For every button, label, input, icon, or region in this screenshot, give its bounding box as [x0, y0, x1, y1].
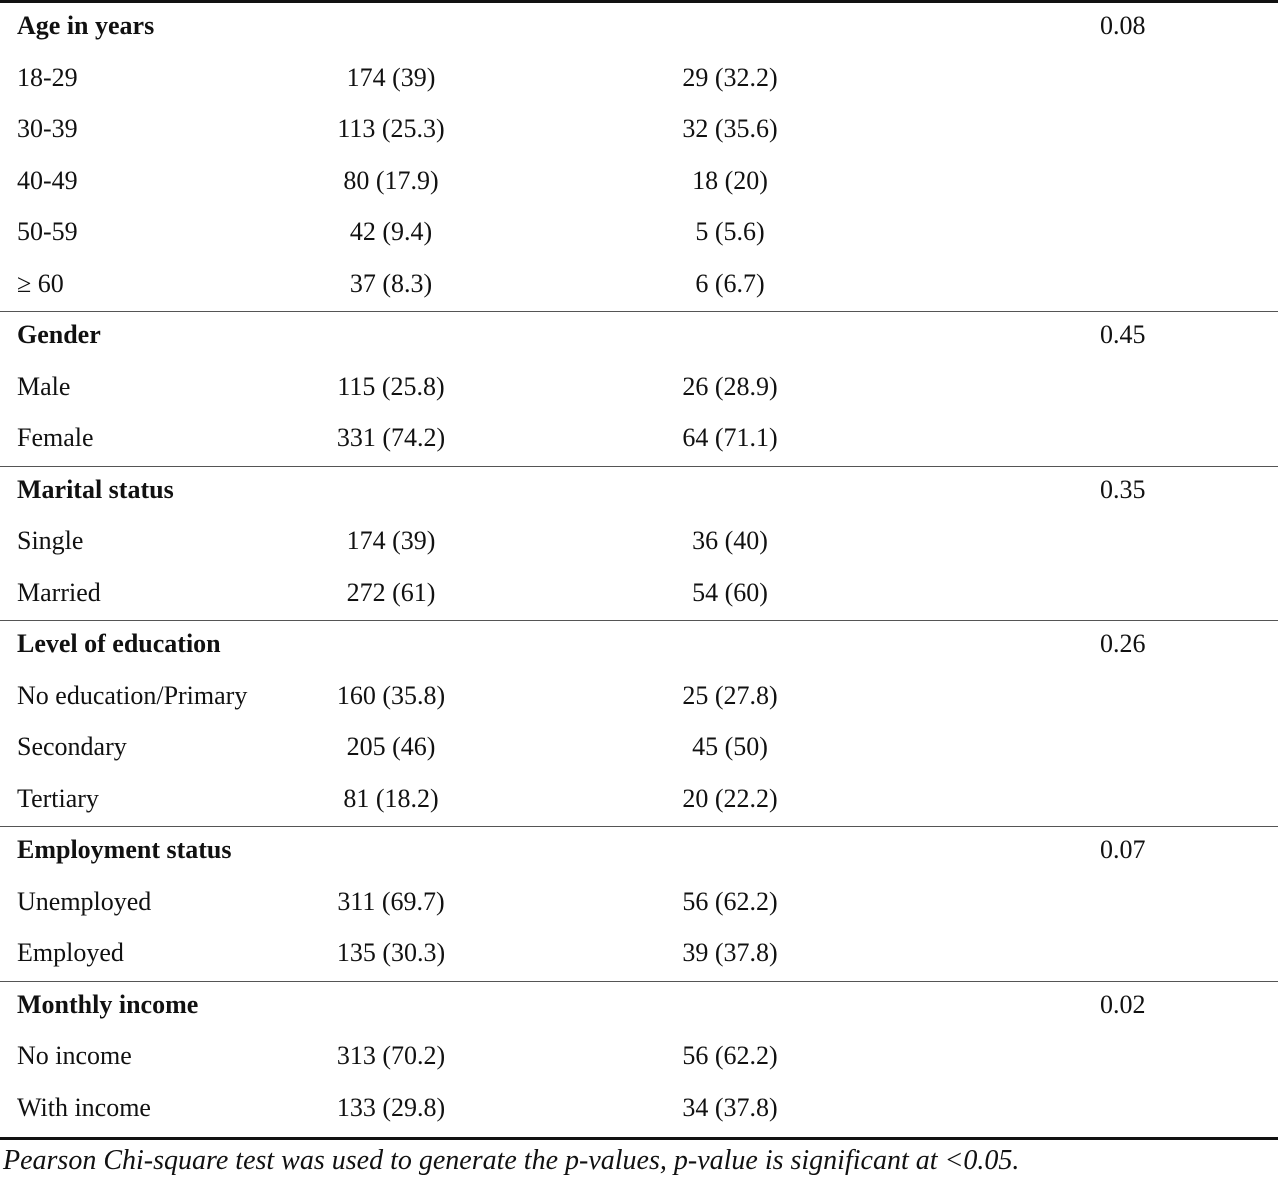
col2-value: 18 (20) — [692, 165, 768, 195]
col1-value: 311 (69.7) — [337, 886, 445, 916]
col2-value: 29 (32.2) — [682, 62, 778, 92]
row-label: Employed — [17, 938, 124, 967]
table-row: Secondary 205 (46) 45 (50) — [0, 721, 1278, 772]
table-row: Female 331 (74.2) 64 (71.1) — [0, 412, 1278, 463]
col1-value: 81 (18.2) — [343, 783, 439, 813]
col1-value: 160 (35.8) — [336, 680, 446, 710]
section-divider — [0, 980, 1278, 982]
row-label: 40-49 — [17, 165, 78, 195]
col2-value: 32 (35.6) — [682, 114, 778, 143]
section-header-row: Gender 0.45 — [0, 309, 1278, 360]
col1-value: 133 (29.8) — [336, 1092, 446, 1122]
col2-value: 20 (22.2) — [682, 783, 778, 813]
row-label: Female — [17, 423, 94, 452]
table-row: No education/Primary 160 (35.8) 25 (27.8) — [0, 670, 1278, 721]
p-value: 0.26 — [1100, 629, 1146, 658]
row-label: 18-29 — [17, 62, 78, 92]
section-header-row: Employment status 0.07 — [0, 824, 1278, 875]
col1-value: 37 (8.3) — [349, 268, 433, 298]
table-row: Tertiary 81 (18.2) 20 (22.2) — [0, 773, 1278, 824]
col1-value: 113 (25.3) — [337, 114, 445, 143]
col2-value: 56 (62.2) — [682, 1041, 778, 1070]
section-header-row: Monthly income 0.02 — [0, 979, 1278, 1030]
row-label: Secondary — [17, 732, 127, 761]
col1-value: 205 (46) — [346, 732, 436, 761]
row-label: Single — [17, 526, 84, 555]
section-divider — [0, 826, 1278, 827]
table-row: Male 115 (25.8) 26 (28.9) — [0, 361, 1278, 412]
table-row: With income 133 (29.8) 34 (37.8) — [0, 1082, 1278, 1133]
col1-value: 135 (30.3) — [336, 938, 446, 967]
table-row: 30-39 113 (25.3) 32 (35.6) — [0, 103, 1278, 154]
table-row: No income 313 (70.2) 56 (62.2) — [0, 1030, 1278, 1081]
p-value: 0.02 — [1100, 989, 1146, 1019]
col1-value: 80 (17.9) — [343, 165, 439, 195]
col2-value: 54 (60) — [692, 577, 768, 607]
section-divider — [0, 620, 1278, 621]
table-row: 18-29 174 (39) 29 (32.2) — [0, 52, 1278, 103]
section-header-label: Employment status — [17, 835, 232, 864]
section-header-label: Monthly income — [17, 989, 199, 1019]
col2-value: 25 (27.8) — [682, 680, 778, 710]
row-label: ≥ 60 — [17, 268, 64, 298]
col1-value: 331 (74.2) — [336, 423, 446, 452]
table-row: 50-59 42 (9.4) 5 (5.6) — [0, 206, 1278, 257]
table-row: Unemployed 311 (69.7) 56 (62.2) — [0, 876, 1278, 927]
row-label: 50-59 — [17, 217, 78, 246]
section-header-row: Marital status 0.35 — [0, 464, 1278, 515]
col2-value: 45 (50) — [692, 732, 768, 761]
col1-value: 115 (25.8) — [337, 371, 445, 401]
col2-value: 6 (6.7) — [695, 268, 765, 298]
row-label: Married — [17, 577, 101, 607]
col2-value: 5 (5.6) — [695, 217, 765, 246]
col1-value: 174 (39) — [346, 526, 436, 555]
table-row: Employed 135 (30.3) 39 (37.8) — [0, 927, 1278, 978]
row-label: Male — [17, 371, 71, 401]
row-label: Tertiary — [17, 783, 99, 813]
section-header-label: Level of education — [17, 629, 221, 658]
col2-value: 56 (62.2) — [682, 886, 778, 916]
col2-value: 64 (71.1) — [682, 423, 778, 452]
col2-value: 34 (37.8) — [682, 1092, 778, 1122]
p-value: 0.07 — [1100, 835, 1146, 864]
section-header-label: Marital status — [17, 474, 174, 504]
col2-value: 36 (40) — [692, 526, 768, 555]
p-value: 0.35 — [1100, 474, 1146, 504]
table-row: 40-49 80 (17.9) 18 (20) — [0, 155, 1278, 206]
table-bottom-rule — [0, 1137, 1278, 1140]
section-header-row: Age in years 0.08 — [0, 0, 1278, 51]
row-label: 30-39 — [17, 114, 78, 143]
col1-value: 313 (70.2) — [336, 1041, 446, 1070]
col1-value: 174 (39) — [346, 62, 436, 92]
col2-value: 26 (28.9) — [682, 371, 778, 401]
section-header-row: Level of education 0.26 — [0, 618, 1278, 669]
section-divider — [0, 465, 1278, 467]
table-row: Married 272 (61) 54 (60) — [0, 567, 1278, 618]
section-divider — [0, 311, 1278, 312]
section-header-label: Age in years — [17, 11, 155, 40]
table-row: Single 174 (39) 36 (40) — [0, 515, 1278, 566]
p-value: 0.08 — [1100, 11, 1146, 40]
table-top-rule — [0, 0, 1278, 3]
row-label: No education/Primary — [17, 680, 248, 710]
row-label: With income — [17, 1092, 151, 1122]
row-label: No income — [17, 1041, 132, 1070]
table-row: ≥ 60 37 (8.3) 6 (6.7) — [0, 258, 1278, 309]
col2-value: 39 (37.8) — [682, 938, 778, 967]
col1-value: 272 (61) — [346, 577, 436, 607]
p-value: 0.45 — [1100, 320, 1146, 349]
col1-value: 42 (9.4) — [349, 217, 433, 246]
row-label: Unemployed — [17, 886, 152, 916]
table-footnote: Pearson Chi-square test was used to gene… — [3, 1145, 1020, 1176]
section-header-label: Gender — [17, 320, 101, 349]
